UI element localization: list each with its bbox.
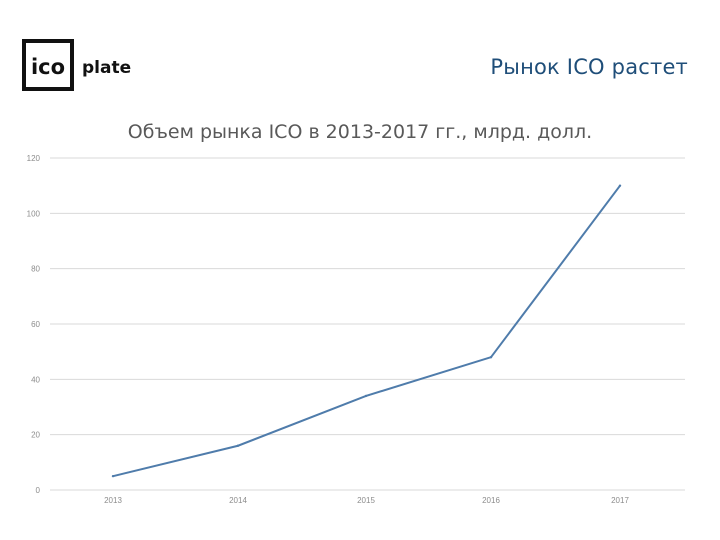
x-tick-label: 2015 (357, 496, 375, 505)
y-tick-label: 60 (31, 320, 40, 329)
x-axis-ticks: 2013 2014 2015 2016 2017 (104, 496, 629, 505)
x-tick-label: 2014 (229, 496, 247, 505)
icoplate-logo: ico plate (22, 39, 131, 91)
y-tick-label: 20 (31, 431, 40, 440)
chart-title: Объем рынка ICO в 2013-2017 гг., млрд. д… (127, 121, 593, 143)
data-points (111, 184, 622, 478)
y-tick-label: 40 (31, 375, 40, 384)
logo-plate-text: plate (82, 58, 131, 78)
series-line (112, 185, 621, 478)
y-tick-label: 120 (27, 154, 41, 163)
y-tick-label: 80 (31, 265, 40, 274)
y-tick-label: 0 (36, 486, 41, 495)
x-tick-label: 2017 (611, 496, 629, 505)
y-axis-ticks: 0 20 40 60 80 100 120 (27, 154, 41, 495)
data-point (111, 474, 115, 478)
grid-lines (50, 157, 685, 491)
slide-title: Рынок ICO растет (490, 55, 688, 79)
data-point (364, 394, 368, 398)
y-tick-label: 100 (27, 209, 41, 218)
data-point (236, 444, 240, 447)
x-tick-label: 2013 (104, 496, 122, 505)
x-tick-label: 2016 (482, 496, 500, 505)
data-point (618, 184, 622, 187)
logo-ico-text: ico (31, 55, 65, 79)
data-point (489, 356, 493, 359)
